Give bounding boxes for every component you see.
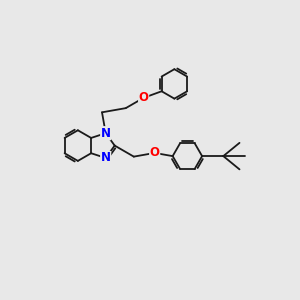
Text: O: O xyxy=(150,146,160,159)
Text: N: N xyxy=(101,152,111,164)
Text: N: N xyxy=(101,127,111,140)
Text: O: O xyxy=(139,91,148,104)
